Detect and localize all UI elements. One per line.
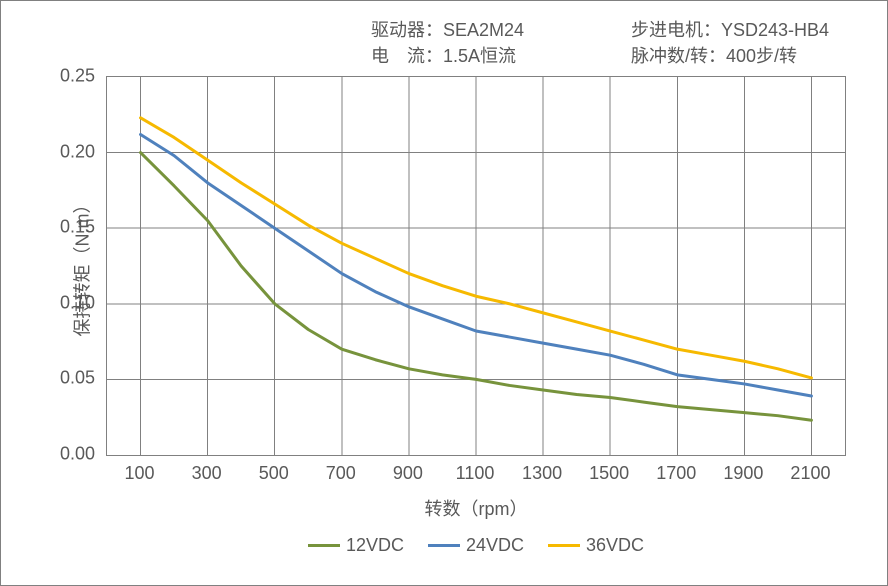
x-tick-label: 1900 [723, 463, 763, 484]
legend-item-24VDC: 24VDC [428, 535, 524, 556]
motor-label: 步进电机： [631, 17, 721, 43]
chart-container: 驱动器：SEA2M24 步进电机：YSD243-HB4 电 流：1.5A恒流 脉… [0, 0, 888, 586]
x-tick-label: 1700 [656, 463, 696, 484]
x-tick-label: 900 [393, 463, 423, 484]
legend-item-36VDC: 36VDC [548, 535, 644, 556]
legend-swatch [308, 544, 340, 547]
x-tick-label: 700 [326, 463, 356, 484]
legend-label: 12VDC [346, 535, 404, 556]
legend: 12VDC 24VDC 36VDC [106, 531, 846, 556]
y-tick-label: 0.00 [35, 444, 95, 465]
y-tick-label: 0.15 [35, 217, 95, 238]
legend-label: 24VDC [466, 535, 524, 556]
x-tick-label: 1100 [456, 463, 495, 484]
current-value: 1.5A恒流 [443, 43, 516, 69]
y-tick-label: 0.10 [35, 292, 95, 313]
driver-value: SEA2M24 [443, 17, 524, 43]
x-tick-label: 1500 [589, 463, 629, 484]
x-tick-label: 1300 [522, 463, 562, 484]
pulse-label: 脉冲数/转： [631, 43, 726, 69]
legend-swatch [428, 544, 460, 547]
y-tick-label: 0.25 [35, 66, 95, 87]
motor-value: YSD243-HB4 [721, 17, 829, 43]
legend-item-12VDC: 12VDC [308, 535, 404, 556]
y-tick-label: 0.05 [35, 368, 95, 389]
x-tick-label: 300 [192, 463, 222, 484]
current-label: 电 流： [371, 43, 443, 69]
x-tick-label: 100 [125, 463, 155, 484]
header-info: 驱动器：SEA2M24 步进电机：YSD243-HB4 电 流：1.5A恒流 脉… [371, 17, 867, 69]
driver-label: 驱动器： [371, 17, 443, 43]
plot-area [106, 76, 846, 456]
x-axis-label: 转数（rpm） [106, 495, 846, 521]
x-tick-label: 500 [259, 463, 289, 484]
pulse-value: 400步/转 [726, 43, 797, 69]
plot-svg [107, 77, 845, 455]
legend-label: 36VDC [586, 535, 644, 556]
legend-swatch [548, 544, 580, 547]
x-tick-label: 2100 [790, 463, 830, 484]
y-tick-label: 0.20 [35, 141, 95, 162]
